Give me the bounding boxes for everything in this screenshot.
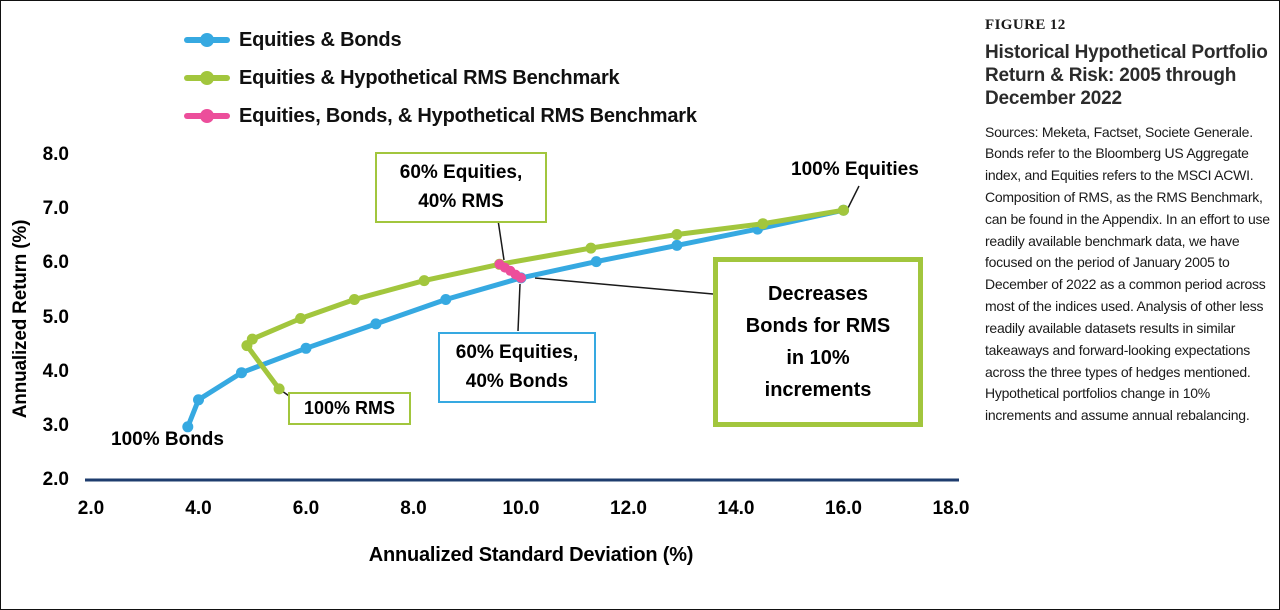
legend-dot-icon <box>200 33 214 47</box>
annotation-decreases-bonds-callout: Decreases Bonds for RMS in 10% increment… <box>713 257 923 427</box>
y-tick-label: 7.0 <box>42 198 69 220</box>
y-tick-label: 8.0 <box>42 144 69 165</box>
y-tick-label: 2.0 <box>42 469 69 490</box>
legend-line-marker-icon <box>184 71 230 85</box>
x-axis-title: Annualized Standard Deviation (%) <box>368 544 694 566</box>
annotation-100-bonds: 100% Bonds <box>111 429 224 450</box>
legend-label: Equities, Bonds, & Hypothetical RMS Benc… <box>239 104 697 127</box>
chart-plot-area <box>85 185 959 482</box>
y-tick-label: 5.0 <box>42 306 69 328</box>
annotation-100-equities: 100% Equities <box>791 159 919 180</box>
x-tick-label: 8.0 <box>400 498 427 519</box>
legend-label: Equities & Hypothetical RMS Benchmark <box>239 66 620 89</box>
figure-label: FIGURE 12 <box>985 17 1066 33</box>
x-tick-label: 10.0 <box>502 498 540 519</box>
legend-item: Equities & Bonds <box>184 21 697 59</box>
x-tick-label: 14.0 <box>717 498 755 519</box>
legend-dot-icon <box>200 109 214 123</box>
legend-item: Equities & Hypothetical RMS Benchmark <box>184 59 697 97</box>
y-tick-label: 6.0 <box>42 252 69 274</box>
legend-item: Equities, Bonds, & Hypothetical RMS Benc… <box>184 97 697 135</box>
legend-line-marker-icon <box>184 33 230 47</box>
figure-caption: FIGURE 12 Historical Hypothetical Portfo… <box>985 17 1277 427</box>
x-tick-label: 18.0 <box>932 498 970 519</box>
annotation-60-equities-40-bonds: 60% Equities, 40% Bonds <box>438 332 596 403</box>
y-axis-title: Annualized Return (%) <box>10 219 31 419</box>
annotation-60-equities-40-rms: 60% Equities, 40% RMS <box>375 152 547 223</box>
x-tick-label: 4.0 <box>185 498 212 519</box>
x-tick-label: 6.0 <box>292 498 320 519</box>
legend-dot-icon <box>200 71 214 85</box>
legend-line-marker-icon <box>184 109 230 123</box>
chart-legend: Equities & Bonds Equities & Hypothetical … <box>184 21 697 135</box>
figure-source-text: Sources: Meketa, Factset, Societe Genera… <box>985 123 1270 424</box>
x-tick-label: 16.0 <box>825 498 862 519</box>
y-tick-label: 3.0 <box>42 414 69 436</box>
figure-title: Historical Hypothetical Portfolio Return… <box>985 42 1268 110</box>
x-tick-label: 12.0 <box>610 498 647 519</box>
annotation-100-rms: 100% RMS <box>288 392 412 425</box>
y-tick-label: 4.0 <box>42 360 69 382</box>
x-tick-label: 2.0 <box>77 498 105 519</box>
legend-label: Equities & Bonds <box>239 28 402 51</box>
